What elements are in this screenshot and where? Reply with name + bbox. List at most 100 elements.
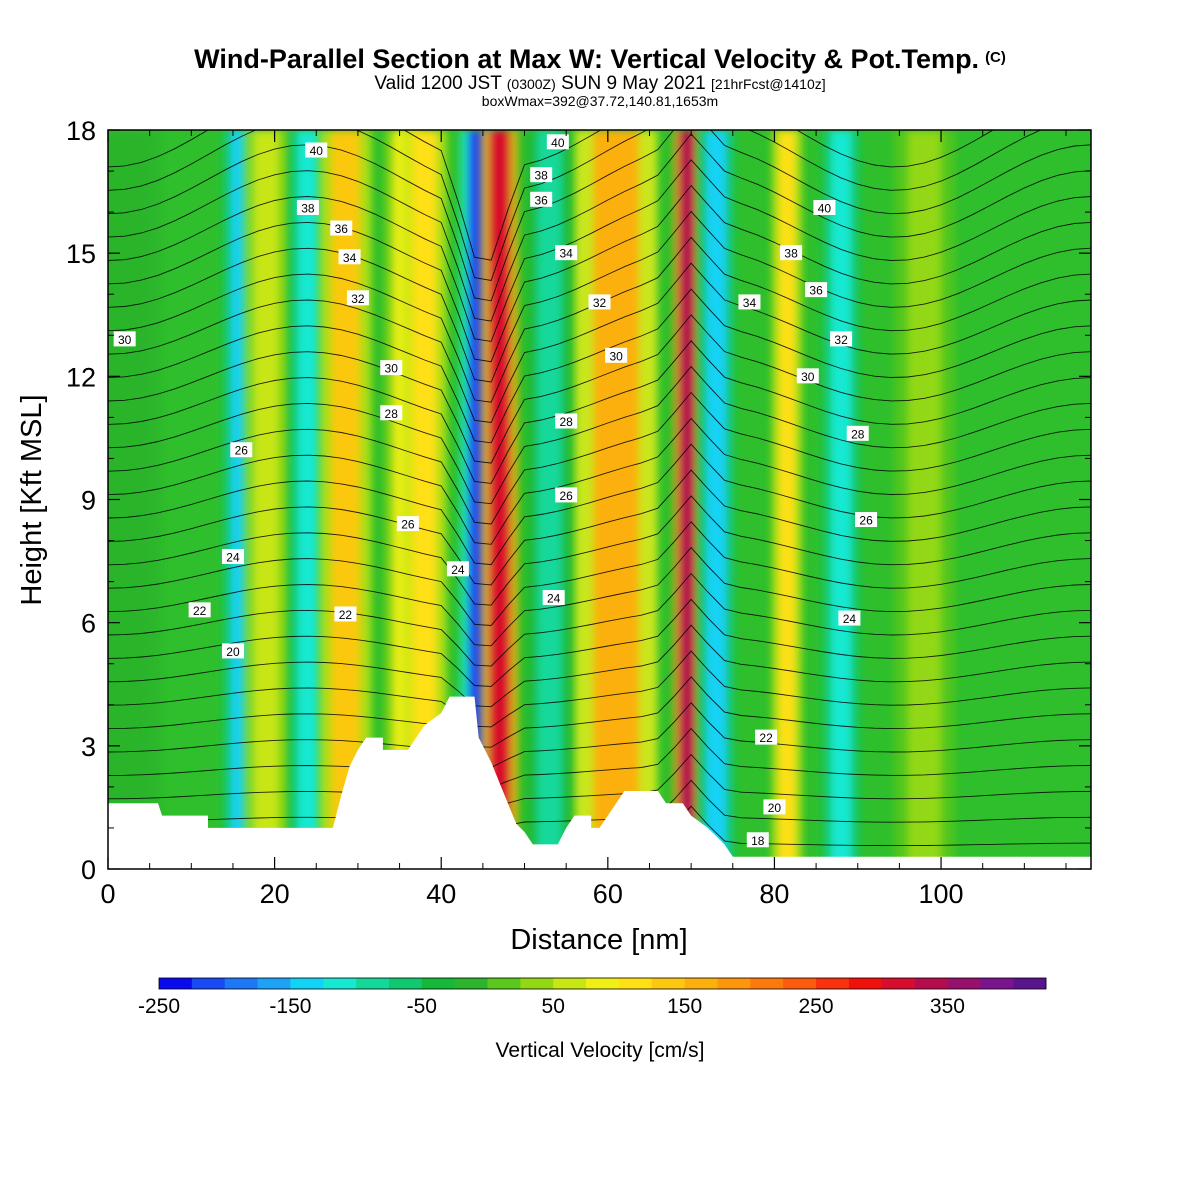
velocity-band-core [489,130,510,869]
contour-label-text: 28 [559,415,573,429]
contour-label: 30 [380,360,403,376]
contour-label-bg [230,442,253,458]
theta-contour-line [108,184,1091,363]
colorbar-swatch [717,978,751,989]
contour-label: 40 [546,134,569,150]
contour-label-text: 28 [385,407,399,421]
theta-contour-line [108,365,1091,505]
contour-label-bg [188,602,211,618]
contour-label-bg [780,245,803,261]
contour-label-text: 30 [118,333,132,347]
colorbar-frame [158,977,1047,990]
theta-contour-line [108,417,1091,545]
contour-label: 34 [555,245,578,261]
velocity-band-edge [319,130,331,869]
colorbar-swatch [750,978,784,989]
y-tick-label: 15 [66,239,96,269]
velocity-band-edge [278,130,289,869]
contour-label-text: 36 [809,284,823,298]
contour-label-bg [334,606,357,622]
contour-label-bg [446,561,469,577]
contour-label-bg [305,142,328,158]
contour-label-bg [338,249,361,265]
contour-label: 36 [805,282,828,298]
contour-label-text: 24 [547,592,561,606]
theta-contour-line [108,130,1042,282]
colorbar-swatch [684,978,718,989]
velocity-band [673,130,701,869]
contour-label-bg [555,245,578,261]
contour-label-bg [796,368,819,384]
velocity-band-edge [941,130,955,869]
contour-label: 28 [555,413,578,429]
velocity-band-core [705,130,727,869]
contour-label: 24 [542,590,565,606]
velocity-band [108,130,163,869]
colorbar-tick-label: -150 [269,995,311,1018]
colorbar-label: Vertical Velocity [cm/s] [496,1039,705,1062]
terrain [108,696,1091,869]
contour-label-bg [396,516,419,532]
velocity-band [480,130,519,869]
contour-label-text: 20 [768,801,782,815]
velocity-band-edge [459,130,469,869]
colorbar-swatch [651,978,685,989]
contour-label-bg [830,331,853,347]
theta-contour-line [108,650,1091,728]
theta-contour-line [108,133,1091,322]
velocity-band [697,130,735,869]
contour-label: 32 [346,290,369,306]
chart-title-mark: (C) [985,49,1006,66]
contour-label-text: 36 [535,193,549,207]
contour-label-text: 26 [235,444,249,458]
colorbar-swatch [290,978,324,989]
velocity-band [894,130,955,869]
velocity-band-edge [673,130,680,869]
contour-label: 24 [838,610,861,626]
contour-label-bg [588,294,611,310]
colorbar-swatch [356,978,390,989]
velocity-band-edge [145,130,163,869]
contour-label: 26 [230,442,253,458]
theta-contour-line [108,130,1091,302]
contour-label: 30 [605,347,628,363]
colorbar-swatch [224,978,258,989]
contour-label-bg [542,590,565,606]
theta-contour-line [108,779,1091,829]
velocity-band-core [679,130,695,869]
velocity-band-edge [527,130,538,869]
contour-label-bg [530,191,553,207]
colorbar-swatch [980,978,1014,989]
velocity-band-edge [222,130,231,869]
colorbar-tick-label: 150 [667,995,702,1018]
contour-label-bg [855,512,878,528]
contour-label: 36 [530,191,553,207]
theta-contour-line [108,210,1091,383]
colorbar-swatch [586,978,620,989]
forecast-info: [21hrFcst@1410z] [711,76,826,92]
contour-label: 18 [746,832,769,848]
velocity-band-edge [359,130,372,869]
colorbar-swatch [618,978,653,989]
contour-label-bg [555,487,578,503]
colorbar-swatch [454,978,488,989]
contour-label-text: 26 [401,518,415,532]
contour-label-text: 18 [751,834,765,848]
colorbar-swatch [947,978,981,989]
theta-contour-line [108,288,1091,444]
theta-contour-line [108,727,1091,789]
velocity-band-core [253,130,279,869]
chart-title: Wind-Parallel Section at Max W: Vertical… [0,44,1200,75]
contour-label-bg [555,413,578,429]
contour-label: 36 [330,220,353,236]
x-tick-label: 20 [260,879,290,909]
contour-label-bg [813,200,836,216]
contour-label-text: 24 [226,550,240,564]
contour-label: 30 [796,368,819,384]
contour-label-text: 24 [843,612,857,626]
colorbar: -250 -150 -50 50 150 250 350 [138,977,1047,1018]
velocity-band-edge [574,130,594,869]
contour-label: 24 [446,561,469,577]
